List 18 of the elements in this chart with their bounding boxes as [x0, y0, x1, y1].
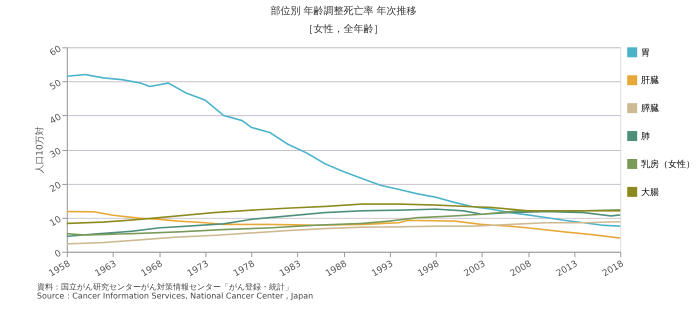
text: 資料：国立がん研究センターがん対策情報センター「がん登録・統計」 [36, 282, 293, 292]
legend-label: 胃 [641, 48, 650, 58]
y-tick-label: 10 [48, 214, 64, 230]
legend-label: 肺 [641, 131, 650, 142]
y-tick-label: 30 [48, 146, 64, 161]
legend-label: 肝臓 [641, 75, 660, 86]
chart-subtitle: ［女性，全年齢］ [304, 22, 384, 35]
y-tick-label: 60 [48, 44, 64, 59]
y-axis-title: 人口10万対 [34, 126, 46, 174]
y-tick-label: 40 [48, 112, 64, 127]
y-tick-label: 20 [48, 180, 64, 195]
chart-title: 部位別 年齢調整死亡率 年次推移 [270, 4, 417, 17]
legend-label: 膵臓 [641, 103, 660, 114]
legend-label: 乳房（女性） [641, 158, 696, 170]
y-tick-label: 0 [53, 248, 64, 260]
source-note: Source：Cancer Information Services, National Cancer Center , Japan [36, 292, 314, 301]
legend-label: 大腸 [641, 186, 660, 198]
y-tick-label: 50 [48, 78, 64, 93]
